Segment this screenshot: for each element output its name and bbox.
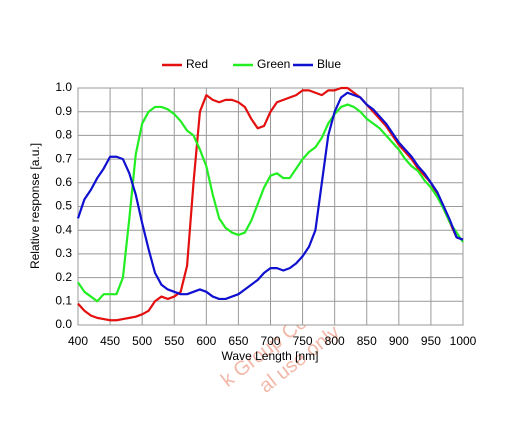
x-tick-label: 850 xyxy=(357,334,377,348)
y-tick-label: 0.6 xyxy=(55,175,72,189)
y-tick-label: 0.8 xyxy=(55,128,72,142)
y-tick-label: 0.3 xyxy=(55,246,72,260)
y-tick-label: 0.0 xyxy=(55,317,72,331)
x-tick-label: 950 xyxy=(421,334,441,348)
x-tick-label: 800 xyxy=(325,334,345,348)
y-tick-label: 0.2 xyxy=(55,270,72,284)
legend-label: Blue xyxy=(317,57,341,71)
y-tick-label: 0.1 xyxy=(55,293,72,307)
y-tick-label: 0.4 xyxy=(55,222,72,236)
x-tick-label: 400 xyxy=(68,334,88,348)
x-tick-label: 450 xyxy=(100,334,120,348)
x-tick-label: 550 xyxy=(164,334,184,348)
y-tick-label: 1.0 xyxy=(55,80,72,94)
legend-label: Red xyxy=(186,57,208,71)
x-tick-label: 750 xyxy=(293,334,313,348)
y-tick-label: 0.5 xyxy=(55,199,72,213)
x-tick-label: 1000 xyxy=(450,334,477,348)
y-tick-label: 0.7 xyxy=(55,151,72,165)
x-tick-label: 600 xyxy=(196,334,216,348)
y-tick-label: 0.9 xyxy=(55,104,72,118)
line-series xyxy=(76,91,464,301)
x-tick-label: 500 xyxy=(132,334,152,348)
x-tick-label: 650 xyxy=(228,334,248,348)
x-axis-label: Wave Length [nm] xyxy=(222,349,319,363)
x-tick-label: 700 xyxy=(260,334,280,348)
line-series xyxy=(77,86,464,322)
line-series xyxy=(77,103,464,303)
x-tick-label: 900 xyxy=(389,334,409,348)
y-axis-label: Relative response [a.u.] xyxy=(28,143,42,269)
legend-label: Green xyxy=(257,57,290,71)
